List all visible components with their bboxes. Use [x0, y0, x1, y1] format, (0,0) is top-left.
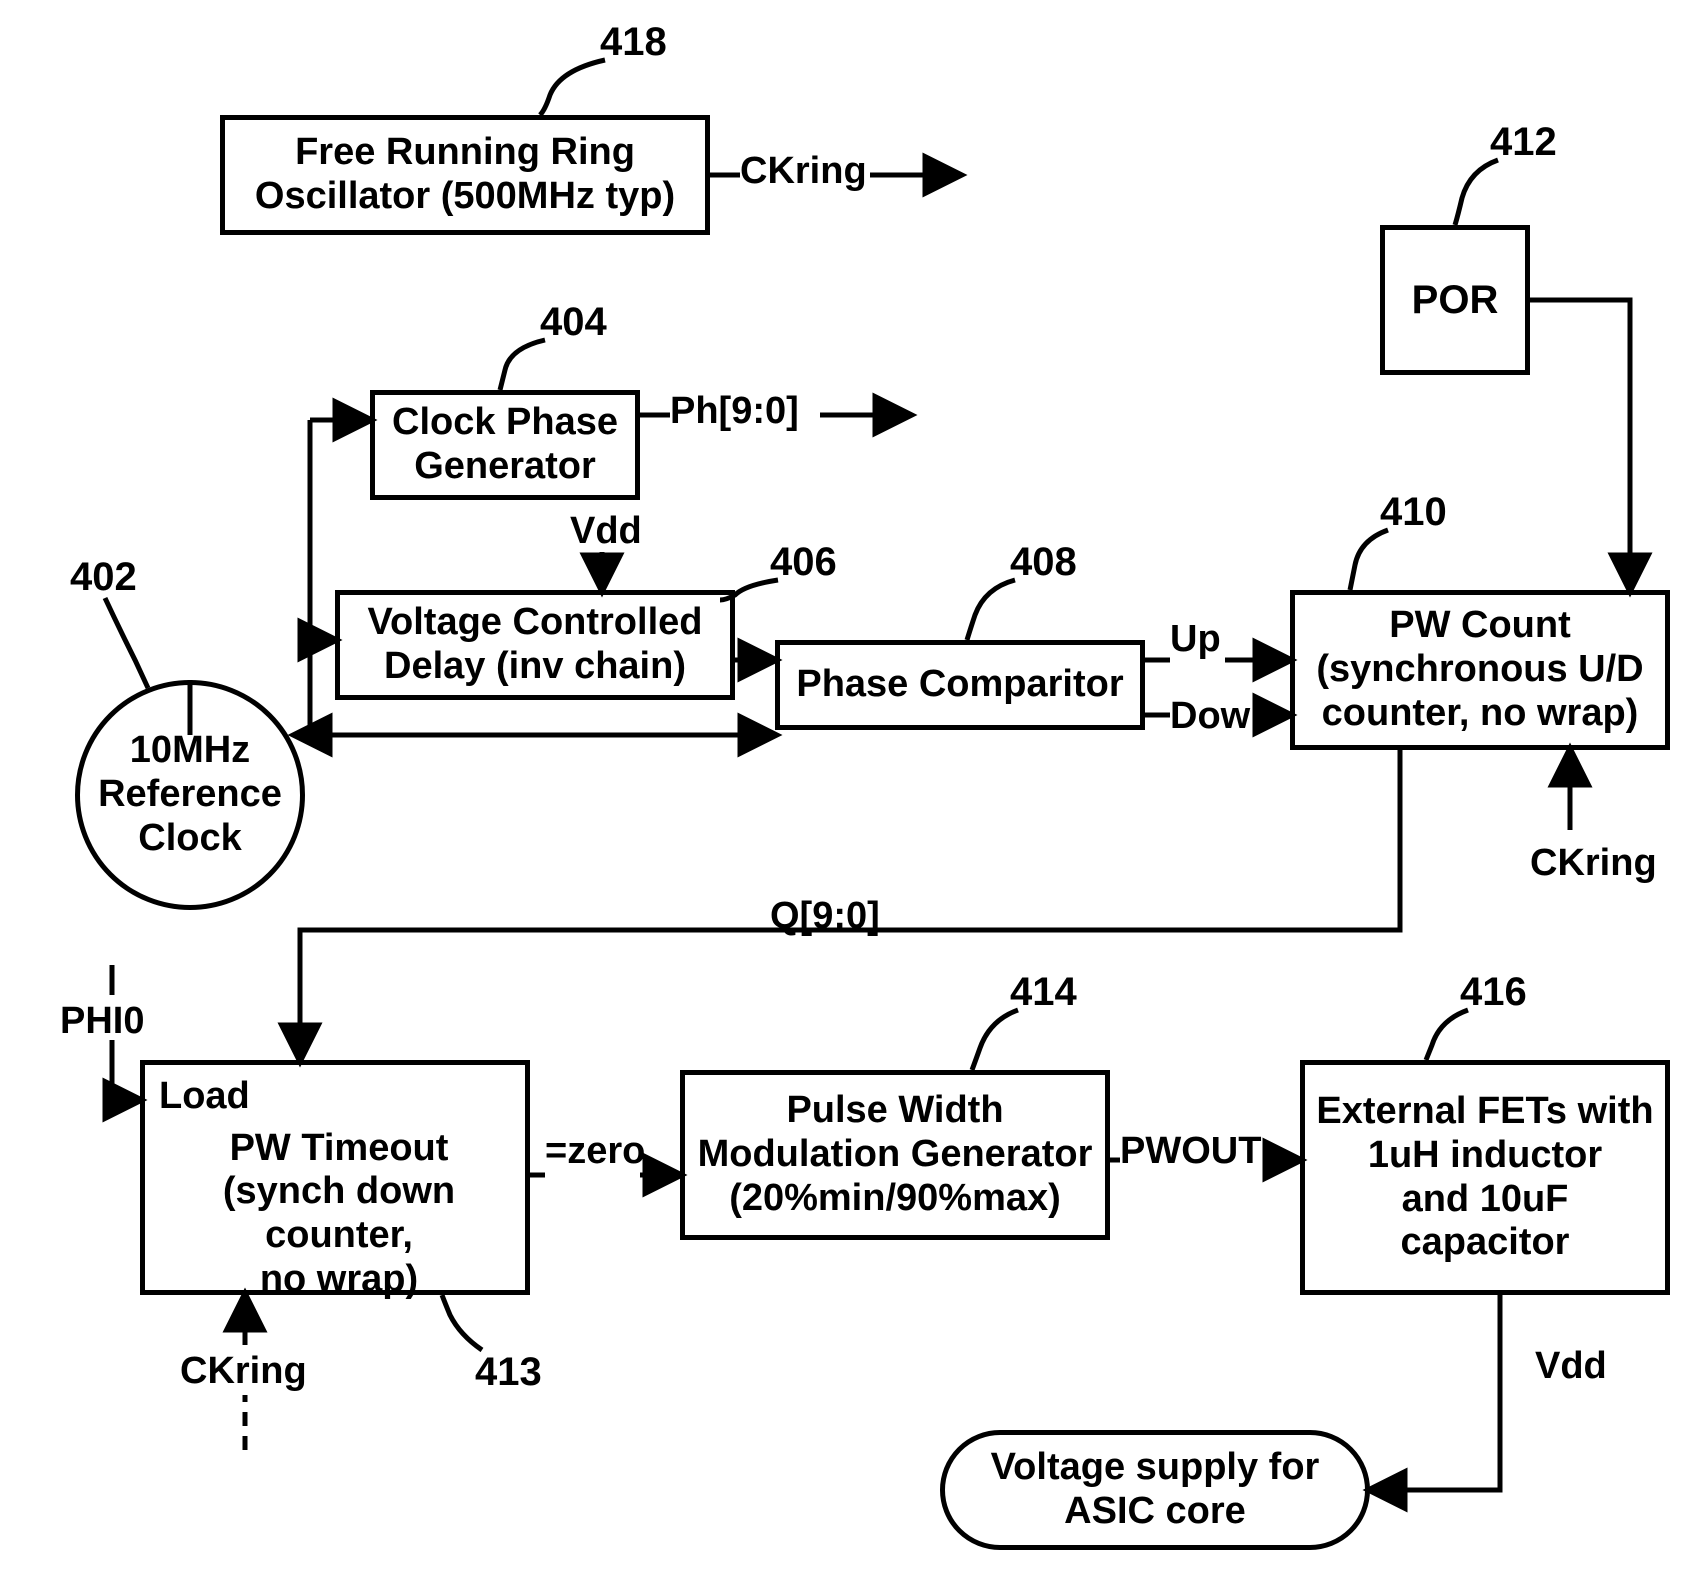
node-free-running-ring-oscillator: Free Running RingOscillator (500MHz typ) [220, 115, 710, 235]
signal-phi0: PHI0 [60, 1000, 144, 1043]
ref-label-414: 414 [1010, 970, 1077, 1015]
signal-vdd-out: Vdd [1535, 1345, 1607, 1388]
node-external-fets: External FETs with1uH inductorand 10uFca… [1300, 1060, 1670, 1295]
ref-label-416: 416 [1460, 970, 1527, 1015]
node-label: Voltage supply forASIC core [991, 1446, 1320, 1533]
node-label: External FETs with1uH inductorand 10uFca… [1316, 1090, 1653, 1265]
node-label: Phase Comparitor [796, 663, 1123, 707]
signal-ckring-out: CKring [740, 150, 867, 193]
node-label: Pulse WidthModulation Generator(20%min/9… [698, 1089, 1093, 1220]
node-label: Voltage ControlledDelay (inv chain) [368, 601, 703, 688]
diagram-canvas: Free Running RingOscillator (500MHz typ)… [0, 0, 1698, 1582]
ref-label-410: 410 [1380, 490, 1447, 535]
signal-up: Up [1170, 618, 1221, 661]
node-pwm-generator: Pulse WidthModulation Generator(20%min/9… [680, 1070, 1110, 1240]
ref-label-408: 408 [1010, 540, 1077, 585]
signal-ckring-timeout: CKring [180, 1350, 307, 1393]
node-label: 10MHzReferenceClock [98, 729, 282, 860]
signal-pwout: PWOUT [1120, 1130, 1261, 1173]
node-clock-phase-generator: Clock PhaseGenerator [370, 390, 640, 500]
ref-label-406: 406 [770, 540, 837, 585]
node-voltage-controlled-delay: Voltage ControlledDelay (inv chain) [335, 590, 735, 700]
node-label: Clock PhaseGenerator [392, 401, 618, 488]
ref-label-404: 404 [540, 300, 607, 345]
ref-label-412: 412 [1490, 120, 1557, 165]
load-port-label: Load [159, 1075, 519, 1119]
signal-ph: Ph[9:0] [670, 390, 799, 433]
signal-down: Down [1170, 695, 1273, 738]
signal-q: Q[9:0] [770, 895, 880, 938]
node-label: PW Timeout(synch downcounter,no wrap) [159, 1127, 519, 1302]
signal-zero: =zero [545, 1130, 645, 1173]
ref-label-413: 413 [475, 1350, 542, 1395]
node-pw-timeout: Load PW Timeout(synch downcounter,no wra… [140, 1060, 530, 1295]
ref-label-402: 402 [70, 555, 137, 600]
node-pw-count: PW Count(synchronous U/Dcounter, no wrap… [1290, 590, 1670, 750]
node-voltage-supply: Voltage supply forASIC core [940, 1430, 1370, 1550]
node-por: POR [1380, 225, 1530, 375]
node-label: PW Count(synchronous U/Dcounter, no wrap… [1316, 604, 1643, 735]
node-reference-clock: 10MHzReferenceClock [75, 680, 305, 910]
node-label: Free Running RingOscillator (500MHz typ) [255, 131, 675, 218]
node-phase-comparitor: Phase Comparitor [775, 640, 1145, 730]
signal-ckring-pwcount: CKring [1530, 842, 1657, 885]
signal-vdd-in: Vdd [570, 510, 642, 553]
node-label: POR [1412, 277, 1499, 323]
ref-label-418: 418 [600, 20, 667, 65]
